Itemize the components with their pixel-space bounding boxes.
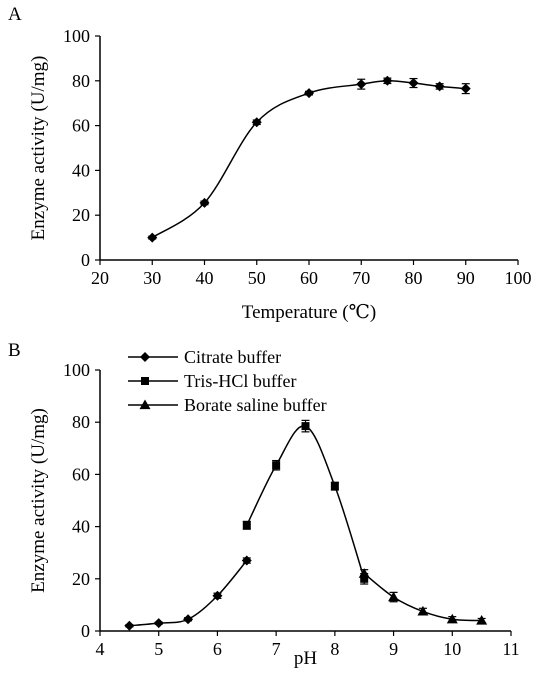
x-tick-label: 10 [443,639,461,659]
y-tick-label: 80 [72,71,90,91]
series-0 [147,75,471,243]
x-tick-label: 30 [143,268,161,288]
series-line [246,425,365,580]
x-tick-label: 50 [248,268,266,288]
legend-marker [139,399,151,410]
y-tick-label: 0 [81,621,90,641]
series-0 [124,555,252,631]
series-2 [358,568,488,625]
data-point [330,482,339,491]
data-point [212,590,223,601]
data-point [446,613,458,624]
panel-label: B [8,340,21,361]
data-point [476,615,488,625]
legend-marker [141,377,149,385]
x-tick-label: 20 [91,268,109,288]
x-tick-label: 90 [457,268,475,288]
y-tick-label: 100 [63,360,90,380]
panel-label: A [8,4,22,25]
x-axis-label: Temperature (℃) [242,302,376,323]
y-tick-label: 40 [72,517,90,537]
data-point [147,232,158,243]
y-tick-label: 20 [72,569,90,589]
data-point [388,591,400,602]
data-point [241,555,252,566]
data-point [251,117,262,128]
legend: Citrate buffer Tris-HCl buffer Borate sali… [128,347,327,415]
data-point [124,620,135,631]
data-point [272,461,281,470]
y-tick-label: 40 [72,160,90,180]
series-line [151,80,466,239]
x-tick-label: 7 [272,639,281,659]
data-point [356,79,367,90]
legend-marker [140,352,150,362]
x-tick-label: 4 [96,639,105,659]
x-tick-label: 9 [389,639,398,659]
data-point [434,81,445,92]
y-tick-label: 0 [81,250,90,270]
data-point [153,618,164,629]
y-tick-label: 80 [72,412,90,432]
data-point [417,605,429,616]
data-point [358,568,370,578]
y-axis-label: Enzyme activity (U/mg) [28,408,49,593]
x-tick-label: 40 [196,268,214,288]
data-point [304,88,314,99]
data-point [408,78,419,89]
y-tick-label: 60 [72,116,90,136]
data-point [242,521,251,530]
x-tick-label: 80 [405,268,423,288]
y-tick-label: 60 [72,464,90,484]
data-point [382,75,393,86]
data-point [360,574,369,583]
legend-label: Citrate buffer [184,347,281,367]
data-point [199,197,210,208]
data-point [460,83,471,94]
panel-b: B 4 5 6 7 8 9 10 11 0 20 40 60 80 100 pH Enzyme activity… [8,340,520,669]
data-point [183,614,194,625]
y-tick-label: 20 [72,205,90,225]
x-tick-label: 5 [154,639,163,659]
x-tick-label: 100 [505,268,532,288]
legend-label: Tris-HCl buffer [184,371,297,391]
data-point [301,422,310,431]
x-tick-label: 60 [300,268,318,288]
x-tick-label: 8 [330,639,339,659]
x-tick-label: 70 [352,268,370,288]
y-axis-label: Enzyme activity (U/mg) [28,56,49,241]
x-axis-label: pH [294,648,318,669]
x-tick-label: 6 [213,639,222,659]
panel-a: A20 30 40 50 60 70 80 90 100020406080100Temperat… [8,4,532,323]
legend-label: Borate saline buffer [184,395,327,415]
x-tick-label: 11 [502,639,519,659]
series-1 [242,419,369,585]
y-tick-label: 100 [63,26,90,46]
